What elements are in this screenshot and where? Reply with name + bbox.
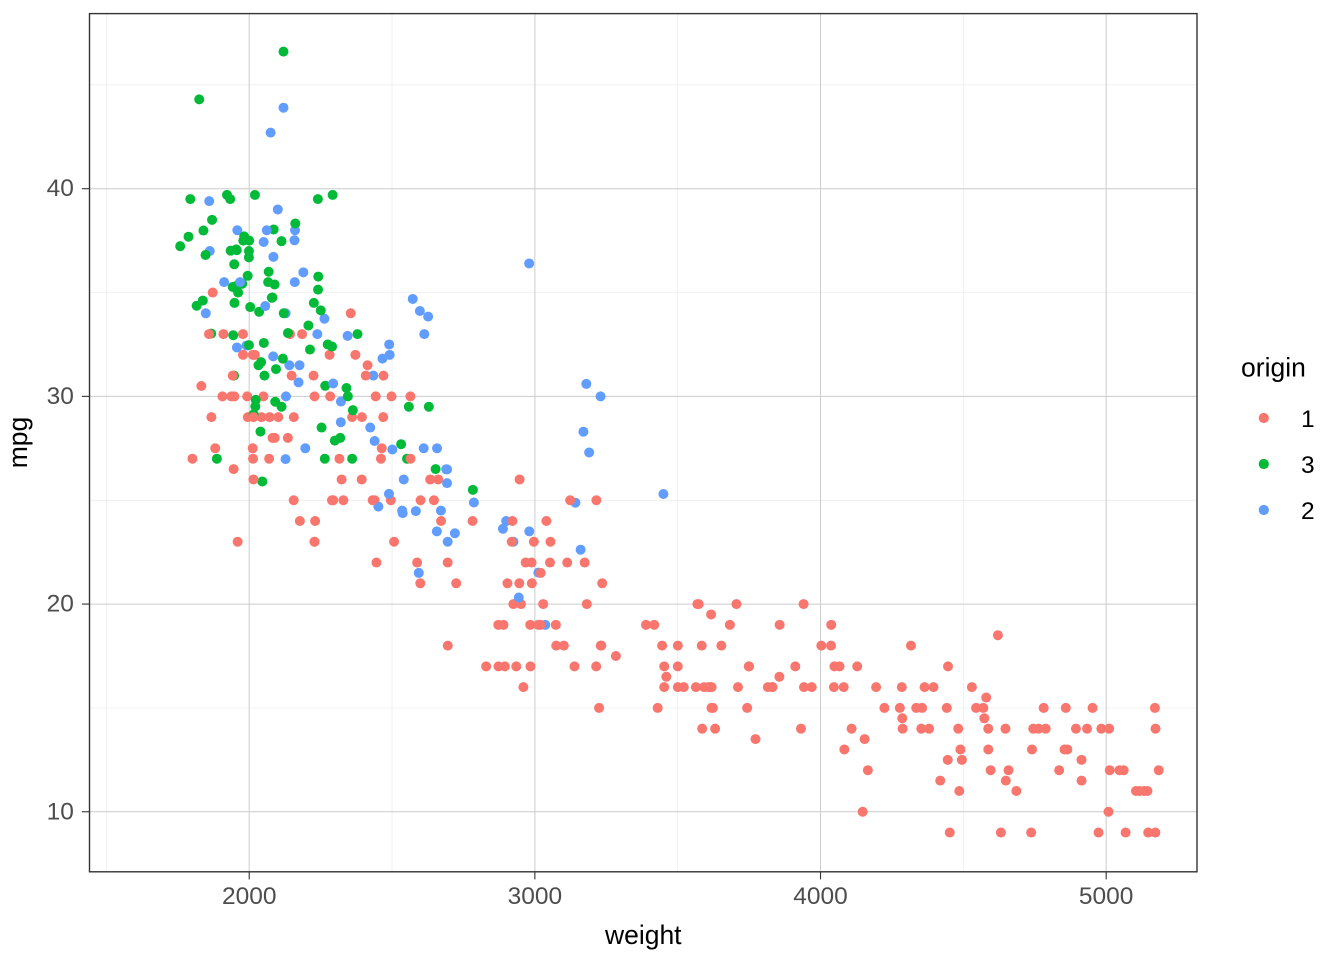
svg-text:weight: weight (604, 920, 682, 950)
svg-text:3: 3 (1301, 452, 1315, 479)
svg-text:40: 40 (47, 175, 74, 202)
svg-text:2000: 2000 (222, 883, 277, 910)
svg-text:5000: 5000 (1079, 883, 1134, 910)
svg-text:20: 20 (47, 591, 74, 618)
svg-text:2: 2 (1301, 498, 1315, 525)
svg-text:10: 10 (47, 798, 74, 825)
svg-text:3000: 3000 (508, 883, 563, 910)
svg-text:4000: 4000 (793, 883, 848, 910)
svg-text:origin: origin (1241, 353, 1306, 383)
svg-text:mpg: mpg (3, 417, 33, 469)
svg-text:30: 30 (47, 383, 74, 410)
svg-text:1: 1 (1301, 406, 1315, 433)
